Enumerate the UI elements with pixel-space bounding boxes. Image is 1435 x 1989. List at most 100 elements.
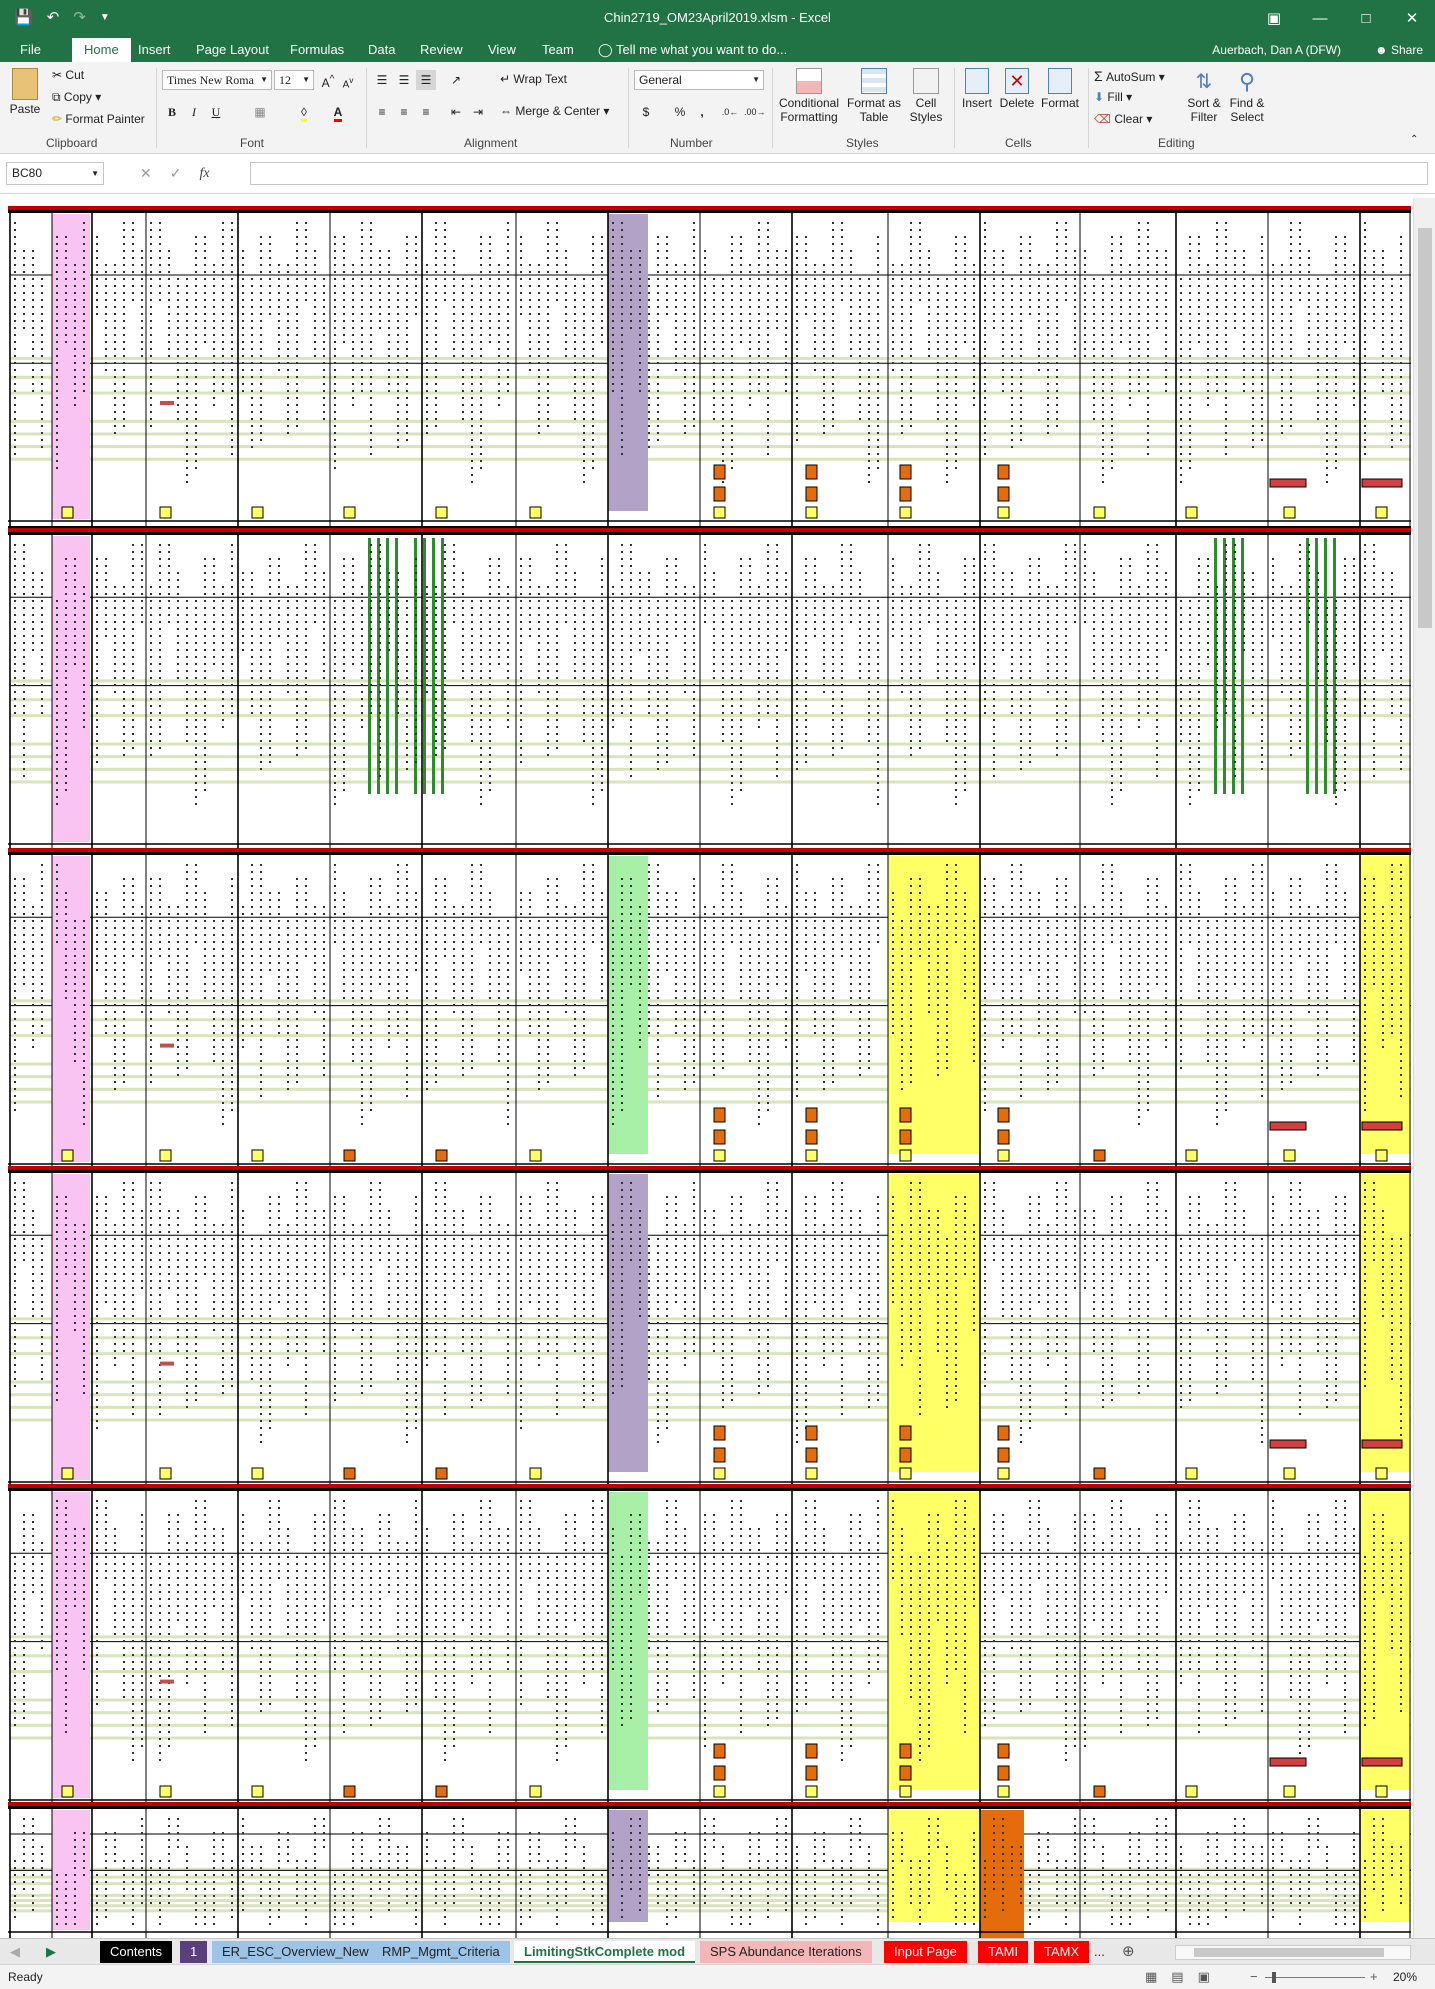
- shrink-font-button[interactable]: Av: [342, 75, 354, 91]
- insert-cells-button[interactable]: Insert: [958, 68, 996, 110]
- page-layout-view-icon[interactable]: ▤: [1171, 1969, 1184, 1984]
- format-cells-button[interactable]: Format: [1038, 68, 1082, 110]
- redo-icon[interactable]: ↷: [73, 9, 86, 26]
- copy-button[interactable]: ⧉ Copy ▾: [52, 90, 102, 104]
- format-painter-button[interactable]: ✏ Format Painter: [52, 112, 145, 126]
- decrease-indent-icon[interactable]: ⇤: [450, 105, 462, 119]
- sheet-tab[interactable]: Input Page: [884, 1941, 967, 1963]
- align-top-icon[interactable]: ☰: [376, 73, 388, 87]
- collapse-ribbon-icon[interactable]: ⌃: [1410, 134, 1419, 145]
- tell-me-box[interactable]: ◯ Tell me what you want to do...: [598, 38, 787, 62]
- formula-input[interactable]: [250, 162, 1428, 185]
- tab-formulas[interactable]: Formulas: [290, 42, 345, 57]
- format-painter-label: Format Painter: [65, 112, 145, 126]
- tab-team[interactable]: Team: [542, 42, 574, 57]
- grow-font-button[interactable]: A^: [321, 74, 335, 90]
- align-left-icon[interactable]: ≡: [378, 105, 386, 119]
- zoom-out-button[interactable]: −: [1250, 1969, 1258, 1984]
- zoom-level[interactable]: 20%: [1393, 1970, 1418, 1984]
- fill-button[interactable]: ⬇ Fill ▾: [1094, 90, 1133, 104]
- horizontal-scroll-thumb[interactable]: [1194, 1948, 1384, 1957]
- bold-button[interactable]: B: [167, 105, 176, 119]
- sheet-tab[interactable]: RMP_Mgmt_Criteria: [372, 1941, 510, 1963]
- minimize-icon[interactable]: —: [1312, 10, 1328, 27]
- more-tabs-button[interactable]: ...: [1094, 1944, 1105, 1959]
- align-center-icon[interactable]: ≡: [400, 105, 408, 119]
- tab-home[interactable]: Home: [72, 38, 131, 62]
- vertical-scrollbar[interactable]: [1413, 198, 1435, 1938]
- sort-filter-button[interactable]: ⇅ Sort & Filter: [1184, 68, 1224, 124]
- orientation-icon[interactable]: ↗: [450, 73, 462, 87]
- scroll-tabs-right-icon[interactable]: ▶: [46, 1944, 56, 1959]
- shrink-font-label: A: [342, 79, 350, 91]
- normal-view-icon[interactable]: ▦: [1145, 1969, 1158, 1984]
- zoom-slider-thumb[interactable]: [1272, 1972, 1276, 1983]
- tab-view[interactable]: View: [488, 42, 516, 57]
- close-icon[interactable]: ✕: [1405, 10, 1419, 27]
- tab-insert[interactable]: Insert: [138, 42, 171, 57]
- sheet-tab[interactable]: LimitingStkComplete mod: [514, 1941, 696, 1963]
- merge-center-button[interactable]: ⇔ Merge & Center ▾: [500, 104, 610, 118]
- currency-button[interactable]: $: [642, 105, 650, 119]
- italic-button[interactable]: I: [192, 105, 196, 119]
- user-name[interactable]: Auerbach, Dan A (DFW): [1212, 43, 1341, 57]
- insert-function-button[interactable]: fx: [199, 166, 210, 181]
- undo-icon[interactable]: ↶: [46, 9, 60, 26]
- format-as-table-button[interactable]: Format as Table: [846, 68, 902, 124]
- clear-button[interactable]: ⌫ Clear ▾: [1094, 112, 1153, 126]
- share-button[interactable]: ☻ Share: [1375, 38, 1423, 62]
- find-select-button[interactable]: ⚲ Find & Select: [1226, 68, 1268, 124]
- worksheet-grid[interactable]: [0, 198, 1413, 1938]
- sheet-tab[interactable]: ER_ESC_Overview_New: [212, 1941, 379, 1963]
- scroll-tabs-left-icon[interactable]: ◀: [10, 1944, 20, 1959]
- cut-button[interactable]: ✂ Cut: [52, 68, 84, 82]
- clipboard-group-label: Clipboard: [46, 136, 98, 150]
- delete-cells-button[interactable]: ✕ Delete: [998, 68, 1036, 110]
- increase-decimal-icon[interactable]: .0←: [721, 107, 739, 117]
- font-size-box[interactable]: 12 ▼: [274, 70, 314, 90]
- decrease-decimal-icon[interactable]: .00→: [744, 107, 766, 117]
- conditional-formatting-button[interactable]: Conditional Formatting: [776, 68, 842, 124]
- percent-button[interactable]: %: [674, 105, 686, 119]
- tab-file[interactable]: File: [20, 42, 41, 57]
- sheet-tab[interactable]: 1: [180, 1941, 208, 1963]
- wrap-text-button[interactable]: ↵ Wrap Text: [500, 72, 567, 86]
- tab-data[interactable]: Data: [368, 42, 396, 57]
- increase-indent-icon[interactable]: ⇥: [472, 105, 484, 119]
- ribbon-display-options-icon[interactable]: ▣: [1266, 10, 1282, 27]
- autosum-button[interactable]: Σ AutoSum ▾: [1094, 68, 1165, 84]
- tab-page-layout[interactable]: Page Layout: [196, 42, 270, 57]
- new-sheet-icon[interactable]: ⊕: [1122, 1943, 1135, 1960]
- vertical-scroll-thumb[interactable]: [1418, 228, 1432, 628]
- font-color-icon[interactable]: A: [328, 102, 348, 122]
- zoom-in-button[interactable]: +: [1370, 1969, 1378, 1984]
- align-right-icon[interactable]: ≡: [422, 105, 430, 119]
- align-bottom-icon[interactable]: ☰: [416, 70, 436, 90]
- underline-button[interactable]: U: [211, 105, 221, 119]
- cancel-icon[interactable]: ✕: [140, 165, 152, 181]
- tab-review[interactable]: Review: [420, 42, 463, 57]
- enter-icon[interactable]: ✓: [169, 165, 182, 181]
- sheet-tab[interactable]: TAMI: [978, 1941, 1029, 1963]
- paste-button[interactable]: Paste: [8, 68, 42, 116]
- cell-styles-button[interactable]: Cell Styles: [904, 68, 948, 124]
- sheet-tab[interactable]: Contents: [100, 1941, 173, 1963]
- delete-cells-icon: ✕: [1005, 68, 1029, 94]
- comma-button[interactable]: ,: [700, 105, 704, 119]
- maximize-icon[interactable]: □: [1361, 10, 1371, 27]
- name-box[interactable]: BC80 ▼: [6, 162, 104, 185]
- number-format-box[interactable]: General ▼: [634, 70, 764, 90]
- zoom-slider[interactable]: [1265, 1977, 1365, 1978]
- sheet-tab[interactable]: SPS Abundance Iterations: [700, 1941, 872, 1963]
- save-icon[interactable]: 💾: [14, 9, 33, 26]
- customize-qat-icon[interactable]: ▼: [99, 12, 110, 23]
- fill-color-icon[interactable]: ◊: [294, 102, 314, 122]
- sheet-tab[interactable]: TAMX: [1034, 1941, 1090, 1963]
- horizontal-scrollbar[interactable]: [1175, 1945, 1411, 1960]
- font-name-box[interactable]: Times New Roma ▼: [162, 70, 272, 90]
- borders-icon[interactable]: ▦: [254, 105, 266, 119]
- cut-label: Cut: [65, 68, 85, 82]
- align-middle-icon[interactable]: ☰: [398, 73, 410, 87]
- worksheet-zoomed-content[interactable]: [0, 198, 1413, 1938]
- page-break-view-icon[interactable]: ▣: [1197, 1969, 1210, 1984]
